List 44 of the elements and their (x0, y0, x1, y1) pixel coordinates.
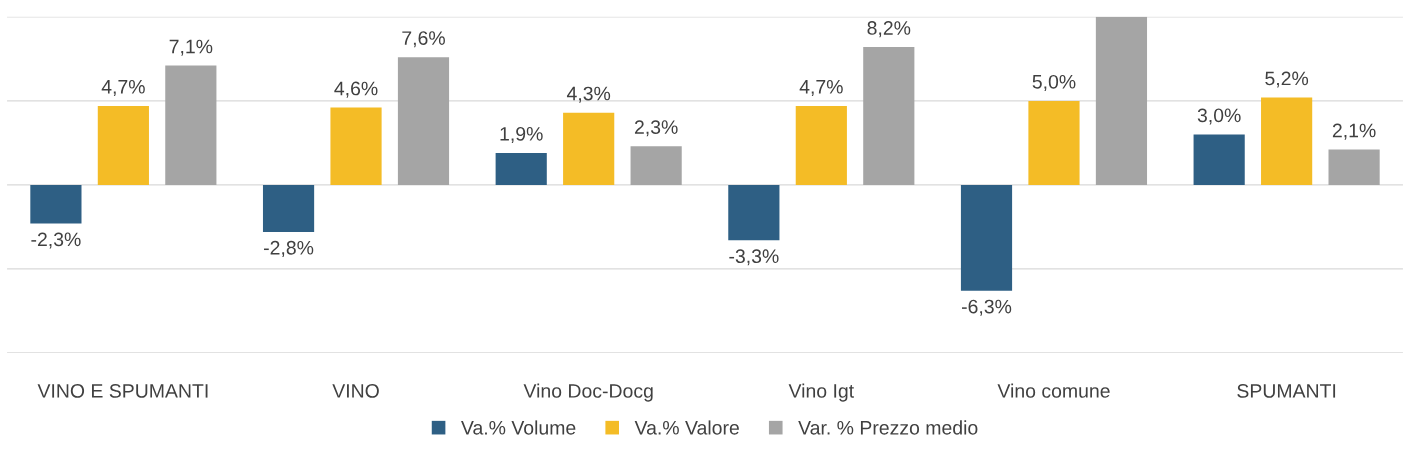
legend-label: Va.% Volume (461, 420, 576, 435)
bar (495, 152, 547, 185)
bar (30, 184, 82, 224)
data-label: -2,3% (31, 232, 81, 249)
legend-label: Va.% Valore (634, 420, 739, 435)
data-label: -3,3% (729, 249, 779, 266)
data-label: 8,2% (867, 21, 911, 38)
bar (1095, 16, 1148, 185)
data-label: -6,3% (961, 299, 1012, 316)
bar (1261, 97, 1313, 185)
bar (960, 184, 1013, 291)
data-label: -2,8% (264, 240, 314, 257)
x-tick-label: VINO E SPUMANTI (37, 384, 208, 398)
data-label: 5,0% (1032, 74, 1076, 91)
x-tick-label: SPUMANTI (1237, 384, 1336, 398)
data-label: 4,7% (799, 80, 843, 96)
bar (795, 105, 847, 185)
data-label: 5,2% (1265, 71, 1309, 88)
data-label: 2,1% (1332, 123, 1376, 140)
data-label: 4,6% (334, 81, 378, 98)
bar (1328, 149, 1380, 185)
x-tick-label: VINO (332, 384, 379, 398)
x-tick-label: Vino comune (997, 383, 1110, 398)
data-label: 4,3% (566, 86, 611, 103)
bar (728, 184, 780, 241)
data-label: 3,0% (1197, 108, 1241, 125)
bar (262, 184, 315, 232)
bar (563, 112, 615, 185)
data-label: 7,1% (169, 39, 213, 56)
bar (165, 65, 217, 185)
bar (1193, 134, 1245, 185)
bar (863, 47, 915, 185)
bar (97, 105, 149, 185)
bar (1028, 100, 1080, 185)
data-label: 7,6% (402, 31, 445, 48)
x-tick-label: Vino Igt (788, 383, 854, 402)
data-label: 2,3% (634, 120, 678, 137)
bar (630, 146, 682, 185)
data-label: 4,7% (101, 80, 145, 96)
bar (330, 107, 382, 185)
x-tick-label: Vino Doc-Docg (523, 383, 653, 402)
data-label: 1,9% (500, 126, 543, 144)
bar (397, 57, 450, 185)
legend-label: Var. % Prezzo medio (798, 420, 978, 435)
